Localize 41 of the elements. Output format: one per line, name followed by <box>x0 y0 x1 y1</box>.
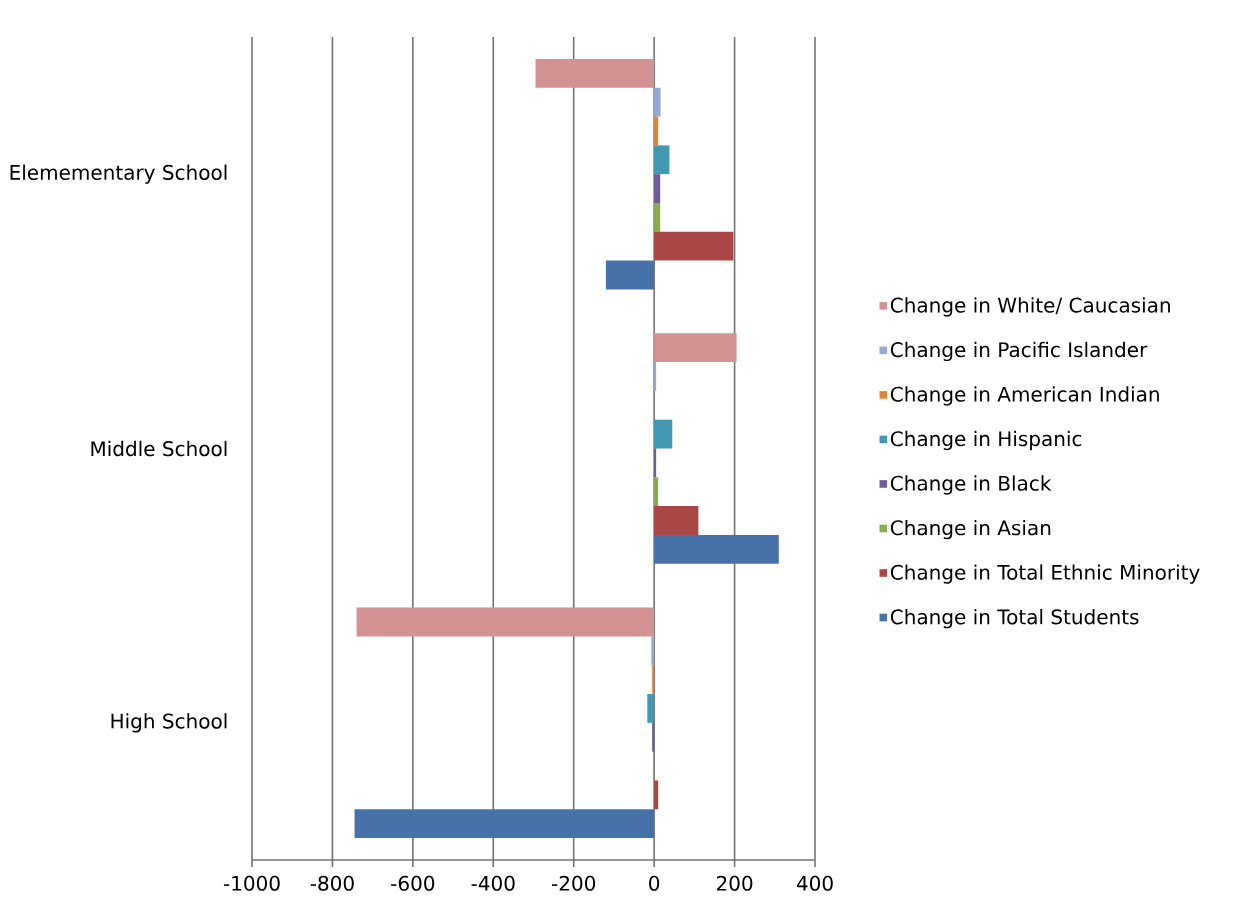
x-tick-label: -800 <box>310 875 354 891</box>
bar <box>605 260 655 290</box>
bar <box>654 506 699 535</box>
y-tick-label: Middle School <box>91 440 227 457</box>
x-tick-label: -200 <box>552 875 596 891</box>
legend-label: Change in American Indian <box>890 386 1159 406</box>
bar <box>654 333 737 363</box>
bar <box>654 477 659 507</box>
bar <box>654 362 657 391</box>
bar <box>354 809 655 839</box>
y-tick-label: High School <box>111 713 227 733</box>
bar <box>654 534 779 564</box>
bar <box>654 448 657 478</box>
bar <box>654 231 734 261</box>
bar <box>654 202 661 232</box>
legend-label: Change in Total Ethnic Minority <box>890 564 1200 584</box>
legend-label: Change in Pacific Islander <box>890 341 1148 362</box>
x-tick-label: 200 <box>716 875 753 891</box>
bar <box>654 174 661 203</box>
x-tick-label: -600 <box>391 875 435 891</box>
bar <box>654 419 673 449</box>
bar <box>654 116 659 146</box>
bar <box>654 780 659 810</box>
legend-label: Change in White/ Caucasian <box>890 297 1170 317</box>
y-tick-label: Elemementary School <box>10 164 227 184</box>
legend-label: Change in Black <box>890 475 1052 495</box>
x-tick-label: 0 <box>649 875 660 891</box>
legend-label: Change in Hispanic <box>890 430 1082 451</box>
x-tick-label: -400 <box>471 875 515 891</box>
legend-label: Change in Total Students <box>890 608 1139 629</box>
bar <box>356 607 655 637</box>
bar <box>654 145 670 175</box>
bar <box>647 694 655 723</box>
legend-label: Change in Asian <box>890 519 1051 540</box>
bar <box>654 87 661 117</box>
bar <box>651 636 655 666</box>
x-tick-label: -1000 <box>223 875 280 891</box>
x-tick-label: 400 <box>796 875 833 891</box>
bar <box>535 58 655 88</box>
bar <box>652 722 655 752</box>
bar <box>652 665 655 695</box>
